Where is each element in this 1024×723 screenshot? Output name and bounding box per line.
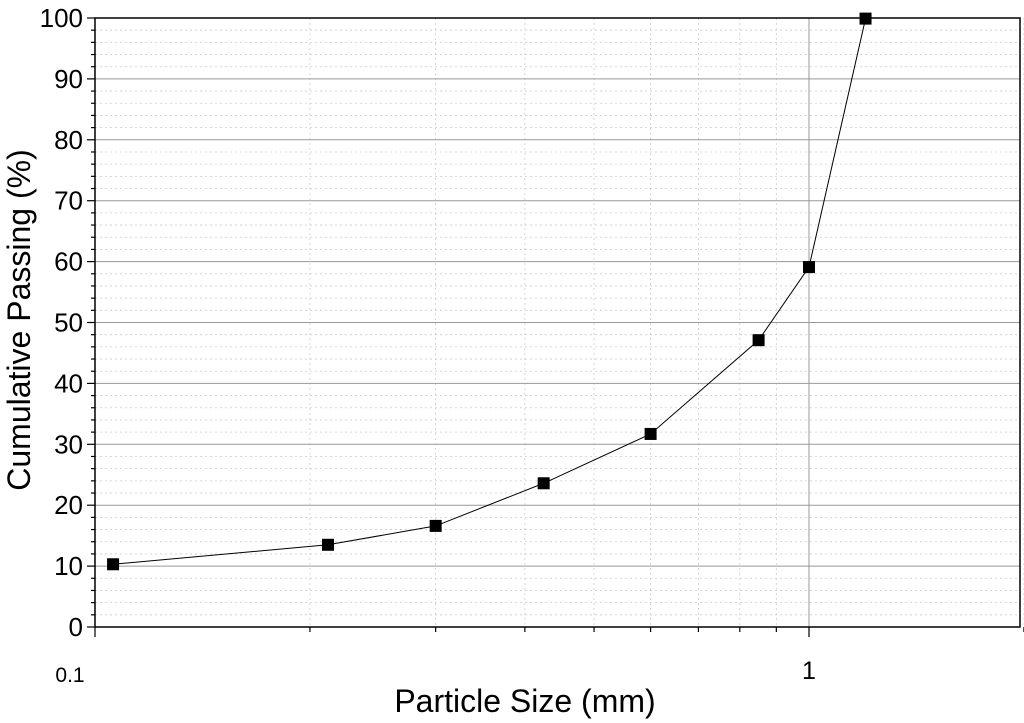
data-point: [859, 12, 872, 25]
y-tick-label: 50: [54, 308, 83, 338]
y-tick-label: 80: [54, 125, 83, 155]
data-point: [537, 477, 550, 490]
axis-ticks: [87, 17, 1024, 637]
y-tick-label: 0: [69, 612, 83, 642]
data-point: [429, 519, 442, 532]
data-point: [644, 427, 657, 440]
data-point: [752, 334, 765, 347]
series-line: [113, 18, 867, 565]
x-axis-title: Particle Size (mm): [394, 683, 655, 719]
major-grid: [95, 17, 1020, 628]
data-point: [107, 558, 120, 571]
data-points: [107, 12, 872, 571]
minor-grid: [95, 18, 1024, 627]
data-point: [803, 261, 815, 274]
y-tick-label: 20: [54, 490, 83, 520]
x-tick-labels: 0.1 1: [55, 657, 816, 687]
y-tick-label: 30: [54, 429, 83, 459]
y-tick-label: 40: [54, 368, 83, 398]
y-tick-labels: 0 10 20 30 40 50 60 70 80 90 100: [40, 3, 83, 642]
data-point: [322, 538, 335, 551]
y-axis-title: Cumulative Passing (%): [1, 149, 37, 490]
x-tick-label: 0.1: [55, 664, 84, 687]
y-tick-label: 60: [54, 247, 83, 277]
y-tick-label: 90: [54, 64, 83, 94]
y-tick-label: 70: [54, 186, 83, 216]
y-tick-label: 100: [40, 3, 83, 33]
y-tick-label: 10: [54, 551, 83, 581]
x-tick-label: 1: [802, 657, 816, 685]
